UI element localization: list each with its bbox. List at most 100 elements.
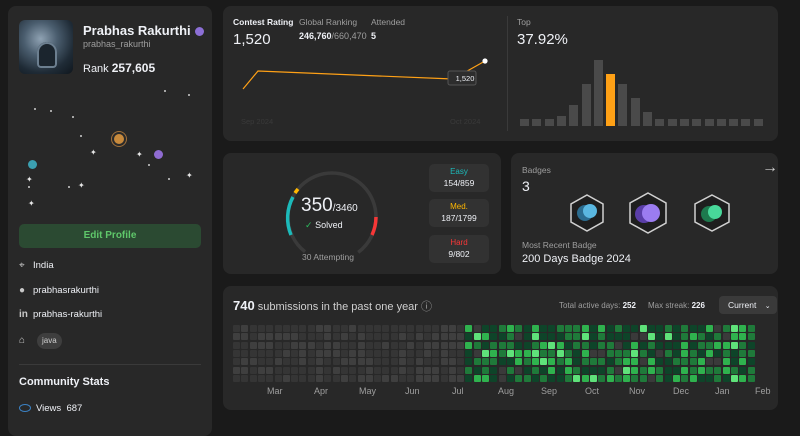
heatmap-cell[interactable] (606, 349, 614, 357)
heatmap-cell[interactable] (556, 374, 564, 382)
heatmap-cell[interactable] (249, 349, 257, 357)
heatmap-cell[interactable] (407, 374, 415, 382)
heatmap-cell[interactable] (523, 341, 531, 349)
heatmap-cell[interactable] (656, 333, 664, 341)
heatmap-cell[interactable] (432, 341, 440, 349)
heatmap-cell[interactable] (473, 349, 481, 357)
heatmap-cell[interactable] (423, 366, 431, 374)
heatmap-cell[interactable] (299, 349, 307, 357)
heatmap-cell[interactable] (490, 333, 498, 341)
heatmap-cell[interactable] (706, 374, 714, 382)
heatmap-cell[interactable] (614, 358, 622, 366)
heatmap-cell[interactable] (731, 349, 738, 357)
heatmap-cell[interactable] (565, 366, 572, 374)
heatmap-cell[interactable] (506, 374, 514, 382)
heatmap-cell[interactable] (565, 333, 572, 341)
rating-line-chart[interactable] (233, 51, 503, 131)
heatmap-cell[interactable] (598, 349, 606, 357)
edit-profile-button[interactable]: Edit Profile (19, 224, 201, 248)
heatmap-cell[interactable] (506, 325, 514, 332)
heatmap-cell[interactable] (316, 374, 323, 382)
heatmap-cell[interactable] (233, 349, 240, 357)
heatmap-cell[interactable] (697, 366, 705, 374)
heatmap-cell[interactable] (681, 333, 689, 341)
heatmap-cell[interactable] (448, 349, 456, 357)
heatmap-cell[interactable] (706, 325, 714, 332)
heatmap-cell[interactable] (681, 358, 689, 366)
heatmap-cell[interactable] (465, 366, 473, 374)
heatmap-cell[interactable] (465, 358, 473, 366)
heatmap-cell[interactable] (581, 366, 589, 374)
heatmap-cell[interactable] (440, 333, 448, 341)
heatmap-cell[interactable] (672, 325, 680, 332)
heatmap-cell[interactable] (689, 366, 697, 374)
heatmap-cell[interactable] (482, 341, 489, 349)
heatmap-cell[interactable] (257, 341, 265, 349)
heatmap-cell[interactable] (307, 366, 315, 374)
heatmap-cell[interactable] (731, 341, 738, 349)
heatmap-cell[interactable] (697, 349, 705, 357)
heatmap-cell[interactable] (573, 374, 581, 382)
heatmap-cell[interactable] (457, 358, 465, 366)
github-row[interactable]: ● prabhasrakurthi (19, 285, 100, 296)
heatmap-cell[interactable] (573, 333, 581, 341)
heatmap-cell[interactable] (457, 366, 465, 374)
heatmap-cell[interactable] (639, 358, 647, 366)
heatmap-cell[interactable] (540, 358, 548, 366)
heatmap-cell[interactable] (332, 333, 340, 341)
heatmap-cell[interactable] (556, 341, 564, 349)
badge-50-days-icon[interactable] (627, 191, 669, 235)
heatmap-cell[interactable] (697, 333, 705, 341)
heatmap-cell[interactable] (714, 358, 722, 366)
heatmap-cell[interactable] (664, 325, 672, 332)
heatmap-cell[interactable] (233, 333, 240, 341)
heatmap-cell[interactable] (282, 366, 290, 374)
heatmap-cell[interactable] (274, 349, 282, 357)
heatmap-cell[interactable] (473, 374, 481, 382)
heatmap-cell[interactable] (482, 333, 489, 341)
heatmap-cell[interactable] (448, 374, 456, 382)
heatmap-cell[interactable] (706, 349, 714, 357)
heatmap-cell[interactable] (365, 349, 373, 357)
heatmap-cell[interactable] (731, 366, 738, 374)
heatmap-cell[interactable] (473, 325, 481, 332)
heatmap-cell[interactable] (689, 358, 697, 366)
heatmap-cell[interactable] (349, 374, 357, 382)
heatmap-cell[interactable] (440, 358, 448, 366)
heatmap-cell[interactable] (332, 325, 340, 332)
heatmap-cell[interactable] (731, 333, 738, 341)
heatmap-cell[interactable] (681, 349, 689, 357)
heatmap-cell[interactable] (415, 341, 423, 349)
heatmap-cell[interactable] (490, 374, 498, 382)
heatmap-cell[interactable] (274, 325, 282, 332)
heatmap-cell[interactable] (257, 325, 265, 332)
heatmap-cell[interactable] (357, 358, 365, 366)
heatmap-cell[interactable] (747, 374, 755, 382)
heatmap-cell[interactable] (506, 349, 514, 357)
heatmap-cell[interactable] (382, 341, 390, 349)
heatmap-cell[interactable] (274, 366, 282, 374)
heatmap-cell[interactable] (324, 341, 332, 349)
heatmap-cell[interactable] (382, 325, 390, 332)
heatmap-cell[interactable] (482, 358, 489, 366)
heatmap-cell[interactable] (473, 358, 481, 366)
heatmap-cell[interactable] (291, 366, 299, 374)
heatmap-cell[interactable] (498, 358, 506, 366)
heatmap-cell[interactable] (249, 333, 257, 341)
heatmap-cell[interactable] (548, 341, 556, 349)
heatmap-cell[interactable] (415, 333, 423, 341)
heatmap-cell[interactable] (440, 366, 448, 374)
heatmap-cell[interactable] (357, 366, 365, 374)
heatmap-cell[interactable] (233, 366, 240, 374)
heatmap-cell[interactable] (307, 358, 315, 366)
heatmap-cell[interactable] (423, 374, 431, 382)
heatmap-cell[interactable] (656, 366, 664, 374)
heatmap-cell[interactable] (448, 325, 456, 332)
heatmap-cell[interactable] (722, 341, 730, 349)
heatmap-cell[interactable] (415, 325, 423, 332)
heatmap-cell[interactable] (714, 333, 722, 341)
heatmap-cell[interactable] (399, 358, 406, 366)
heatmap-cell[interactable] (473, 333, 481, 341)
heatmap-cell[interactable] (423, 349, 431, 357)
heatmap-cell[interactable] (365, 366, 373, 374)
